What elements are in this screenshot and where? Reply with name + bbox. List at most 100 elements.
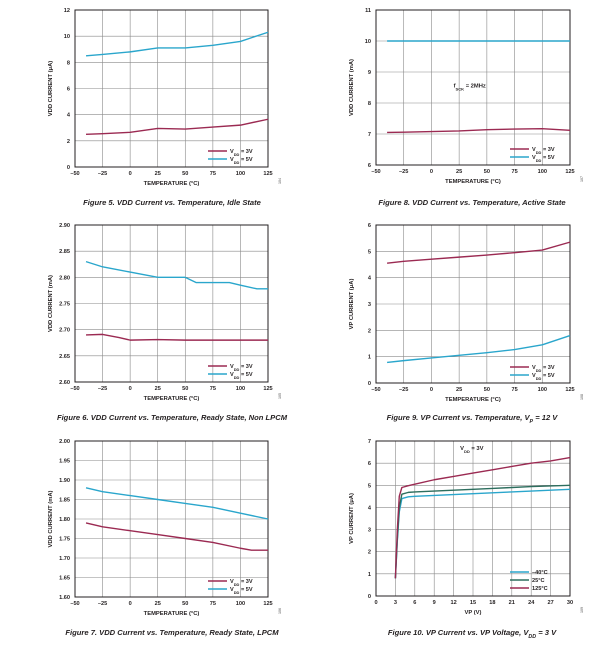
chart-fig7: –50 –25 0 25 50 75 100 125 1.60 1.65 1.70 1.75 1.80 1… [48, 439, 282, 637]
x-tick-label: 0 [430, 387, 433, 393]
y-tick-label: 5 [368, 483, 371, 489]
x-tick-label: –50 [70, 386, 79, 392]
x-tick-label: 12 [450, 600, 456, 606]
legend-label: VDD = 5V [532, 373, 555, 381]
y-tick-label: 10 [64, 34, 70, 40]
x-tick-label: 0 [129, 386, 132, 392]
plot-frame [74, 224, 269, 383]
y-tick-label: 2 [67, 139, 70, 145]
y-tick-label: 6 [67, 87, 70, 93]
y-tick-label: 2.90 [59, 223, 70, 229]
y-tick-label: 1.75 [59, 537, 70, 543]
legend-label: –40°C [532, 570, 548, 576]
y-tick-label: 2.80 [59, 275, 70, 281]
plot-frame [74, 9, 269, 168]
y-tick-label: 5 [368, 249, 371, 255]
y-tick-label: 7 [368, 439, 371, 445]
x-tick-label: 75 [210, 171, 216, 177]
y-tick-label: 6 [368, 163, 371, 169]
x-tick-label: –50 [371, 387, 380, 393]
y-tick-label: 8 [368, 101, 371, 107]
series-line-1 [387, 334, 571, 364]
series-line-0 [85, 522, 268, 551]
y-tick-label: 6 [368, 223, 371, 229]
x-axis-title: TEMPERATURE (°C) [445, 179, 501, 185]
y-tick-label: 1.85 [59, 498, 70, 504]
legend-label: VDD = 5V [532, 155, 555, 163]
x-tick-label: 6 [413, 600, 416, 606]
x-tick-label: 125 [263, 171, 272, 177]
figure-caption: Figure 10. VP Current vs. VP Voltage, VD… [388, 628, 557, 640]
x-tick-label: 15 [470, 600, 476, 606]
x-tick-label: 25 [456, 169, 462, 175]
y-tick-label: 3 [368, 528, 371, 534]
y-tick-label: 3 [368, 302, 371, 308]
x-tick-label: 75 [210, 386, 216, 392]
series-line-0 [86, 118, 269, 135]
figure-caption: Figure 9. VP Current vs. Temperature, VP… [387, 413, 559, 425]
legend-label: VDD = 5V [230, 157, 253, 165]
x-tick-label: 0 [129, 601, 132, 607]
plot-frame [375, 440, 571, 597]
x-tick-label: 75 [210, 601, 216, 607]
y-tick-label: 2.00 [59, 439, 70, 445]
x-tick-label: 50 [484, 387, 490, 393]
x-tick-label: 25 [456, 387, 462, 393]
x-tick-label: 75 [511, 169, 517, 175]
y-tick-label: 4 [67, 113, 71, 119]
y-axis-title: VDD CURRENT (mA) [48, 275, 54, 332]
y-tick-label: 2 [368, 328, 371, 334]
x-tick-label: 100 [538, 169, 547, 175]
y-axis-title: VP CURRENT (μA) [349, 493, 355, 544]
y-tick-label: 2.65 [59, 354, 70, 360]
plot-frame [375, 9, 571, 166]
x-tick-label: –25 [98, 386, 107, 392]
chart-fig9: –50 –25 0 25 50 75 100 125 0 1 2 3 4 5 6 TEMPERATURE (°… [349, 223, 584, 425]
y-tick-label: 4 [368, 505, 372, 511]
x-tick-label: 0 [129, 171, 132, 177]
y-tick-label: 11 [365, 8, 371, 14]
y-tick-label: 8 [67, 60, 70, 66]
x-tick-label: –50 [70, 601, 79, 607]
legend-label: VDD = 3V [532, 365, 555, 373]
x-tick-label: 3 [394, 600, 397, 606]
legend-label: VDD = 5V [230, 372, 253, 380]
x-tick-label: 125 [263, 601, 272, 607]
x-axis-title: TEMPERATURE (°C) [144, 181, 200, 187]
y-tick-label: 1.80 [59, 517, 70, 523]
figure-caption: Figure 8. VDD Current vs. Temperature, A… [378, 198, 566, 207]
y-tick-label: 1.60 [59, 595, 70, 601]
x-tick-label: 100 [236, 171, 245, 177]
series-line-2 [394, 456, 571, 579]
series-line-0 [86, 333, 268, 341]
series-line-1 [85, 31, 269, 57]
y-axis-title: VDD CURRENT (μA) [48, 61, 54, 116]
figure-caption: Figure 7. VDD Current vs. Temperature, R… [65, 628, 279, 637]
x-tick-label: 25 [155, 171, 161, 177]
x-tick-label: –25 [399, 169, 408, 175]
x-tick-label: 50 [182, 171, 188, 177]
x-tick-label: 75 [511, 387, 517, 393]
legend-label: VDD = 5V [230, 587, 253, 595]
chart-annotation: fSCK = 2MHz [454, 84, 486, 92]
x-axis-title: VP (V) [465, 610, 482, 616]
y-tick-label: 1.70 [59, 556, 70, 562]
y-tick-label: 10 [365, 39, 371, 45]
y-tick-label: 7 [368, 132, 371, 138]
x-tick-label: 50 [484, 169, 490, 175]
y-tick-label: 12 [64, 8, 70, 14]
y-tick-label: 0 [368, 594, 371, 600]
legend-label: 125°C [532, 586, 548, 592]
x-tick-label: 9 [433, 600, 436, 606]
figure-code: 104 [278, 178, 282, 184]
series-line-1 [85, 260, 268, 290]
y-tick-label: 2.60 [59, 380, 70, 386]
figure-caption: Figure 5. VDD Current vs. Temperature, I… [83, 198, 262, 207]
x-tick-label: 125 [565, 387, 574, 393]
x-tick-label: 0 [430, 169, 433, 175]
x-tick-label: –25 [98, 171, 107, 177]
chart-fig8: –50 –25 0 25 50 75 100 125 6 7 8 9 10 11 TEMPERATURE (… [349, 8, 584, 207]
figure-caption: Figure 6. VDD Current vs. Temperature, R… [57, 413, 288, 422]
chart-annotation: VDD = 3V [460, 446, 484, 454]
x-tick-label: 0 [374, 600, 377, 606]
